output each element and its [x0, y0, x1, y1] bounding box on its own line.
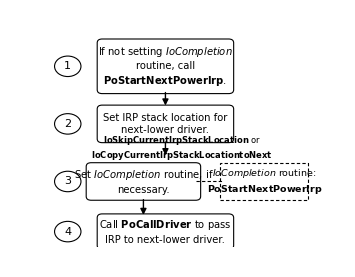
FancyBboxPatch shape — [86, 163, 201, 200]
FancyBboxPatch shape — [97, 214, 234, 249]
Text: Set $\it{IoCompletion}$ routine, if
necessary.: Set $\it{IoCompletion}$ routine, if nece… — [73, 168, 213, 195]
Circle shape — [55, 114, 81, 134]
Text: $\it{IoCompletion}$ routine:
$\bf{PoStartNextPowerIrp}$: $\it{IoCompletion}$ routine: $\bf{PoStar… — [207, 167, 322, 196]
Text: Call $\bf{PoCallDriver}$ to pass
IRP to next-lower driver.: Call $\bf{PoCallDriver}$ to pass IRP to … — [99, 218, 232, 245]
Text: 1: 1 — [64, 61, 71, 71]
Text: 3: 3 — [64, 176, 71, 186]
Circle shape — [55, 221, 81, 242]
Circle shape — [55, 56, 81, 76]
Circle shape — [55, 171, 81, 192]
Text: 4: 4 — [64, 227, 71, 237]
Text: If not setting $\it{IoCompletion}$
routine, call
$\bf{PoStartNextPowerIrp}$.: If not setting $\it{IoCompletion}$ routi… — [98, 45, 233, 88]
Text: $\bf{IoSkipCurrentIrpStackLocation}$ or
$\bf{IoCopyCurrentIrpStackLocationtoNext: $\bf{IoSkipCurrentIrpStackLocation}$ or … — [91, 134, 273, 162]
FancyBboxPatch shape — [220, 163, 308, 200]
FancyBboxPatch shape — [97, 39, 234, 94]
FancyBboxPatch shape — [97, 105, 234, 143]
Text: Set IRP stack location for
next-lower driver.: Set IRP stack location for next-lower dr… — [103, 113, 228, 135]
Text: 2: 2 — [64, 119, 71, 129]
